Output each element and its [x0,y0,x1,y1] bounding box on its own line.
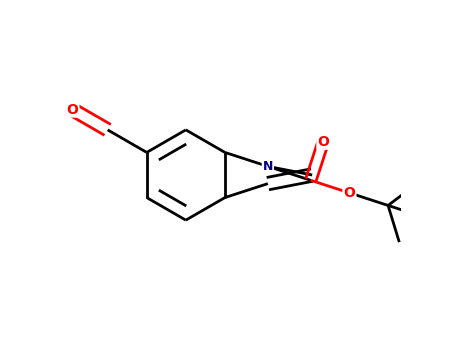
Text: O: O [66,103,78,117]
Text: O: O [318,135,329,149]
Text: N: N [263,160,273,173]
Text: O: O [344,186,355,200]
